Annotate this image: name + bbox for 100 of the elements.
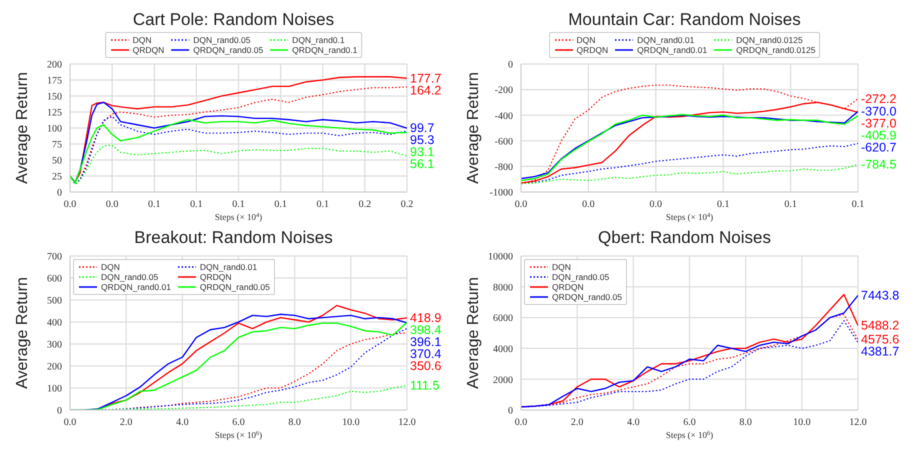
y-tick-label: 100 [47,384,62,395]
x-tick-label: 12.0 [849,417,867,428]
data-label: -784.5 [861,157,896,172]
legend-label: QRDQN_rand0.0125 [736,45,816,55]
y-tick-label: 175 [47,76,62,87]
legend-label: DQN_rand0.05 [101,272,158,282]
chart-title: Cart Pole: Random Noises [132,9,336,31]
data-label: 5488.2 [861,318,900,332]
x-tick-label: 2.0 [120,417,132,428]
data-label: 396.1 [410,334,442,349]
x-axis-title: Steps (× 10$^{6}$) [666,430,714,440]
legend-label: DQN_rand0.01 [637,35,694,45]
legend-label: QRDQN_rand0.01 [101,282,171,292]
y-tick-label: 600 [47,274,62,285]
x-tick-label: 0.0 [64,199,76,210]
data-label: 177.7 [410,71,442,86]
x-tick-label: 0.0 [106,199,118,210]
x-tick-label: 4.0 [176,417,189,428]
x-tick-label: 12.0 [398,417,416,428]
y-tick-label: 200 [47,60,62,71]
y-tick-label: -400 [494,110,513,122]
x-tick-label: 8.0 [288,417,301,428]
y-tick-label: 0 [508,60,513,71]
legend-label: DQN [552,262,571,272]
legend-label: DQN_rand0.01 [200,262,258,272]
data-label: 93.1 [410,145,434,160]
y-tick-label: 75 [52,140,62,151]
legend-label: DQN_rand0.05 [193,35,250,45]
y-tick-label: 150 [47,92,62,103]
y-axis-title: Average Return [464,277,482,389]
legend-label: QRDQN [200,272,232,282]
x-axis-title: Steps (× 10$^{4}$) [214,212,262,222]
x-tick-label: 6.0 [683,417,696,428]
legend-label: QRDQN_rand0.05 [552,292,622,302]
legend-label: DQN_rand0.1 [292,35,345,45]
x-tick-label: 0.2 [400,199,414,210]
y-tick-label: 100 [47,124,62,135]
line-series [521,164,858,184]
legend-label: QRDQN_rand0.01 [637,45,708,55]
y-tick-label: 300 [47,340,62,351]
legend-label: DQN_rand0.05 [552,272,610,282]
y-tick-label: -600 [494,136,513,148]
y-tick-label: 0 [57,406,62,417]
y-tick-label: 6000 [493,313,513,324]
x-tick-label: 0.2 [358,199,372,210]
legend-label: QRDQN [132,45,164,55]
y-tick-label: 0 [57,188,62,199]
data-label: -405.9 [861,128,896,142]
chart-title: Breakout: Random Noises [133,227,334,249]
x-tick-label: 0.0 [582,199,595,210]
legend-label: DQN [132,35,152,45]
x-tick-label: 0.1 [716,199,730,210]
legend-label: QRDQN_rand0.05 [200,282,270,292]
x-tick-label: 2.0 [570,417,584,428]
data-label: 370.4 [410,346,442,361]
y-tick-label: 2000 [493,374,513,386]
data-label: 56.1 [410,157,434,172]
x-tick-label: 0.1 [148,199,160,210]
y-tick-label: -200 [494,85,513,96]
x-tick-label: 0.1 [274,199,287,210]
y-tick-label: 8000 [493,282,513,294]
data-label: 111.5 [410,378,440,392]
legend-label: QRDQN [552,282,584,292]
y-tick-label: 50 [52,156,62,167]
x-tick-label: 0.1 [190,199,203,210]
data-label: 99.7 [410,121,434,136]
y-tick-label: -1000 [490,188,513,199]
chart-title: Qbert: Random Noises [597,227,772,249]
y-tick-label: 10000 [488,252,513,263]
x-tick-label: 0.0 [514,199,528,210]
x-tick-label: 0.1 [232,199,245,210]
x-tick-label: 0.0 [514,417,528,428]
legend-label: QRDQN_rand0.05 [193,45,264,55]
y-tick-label: 700 [47,252,62,263]
y-tick-label: 0 [508,406,513,417]
x-tick-label: 0.1 [852,199,864,210]
chart-title: Mountain Car: Random Noises [567,9,802,31]
legend-label: DQN [576,35,596,45]
x-tick-label: 0.0 [650,199,662,210]
legend-label: QRDQN [576,45,608,55]
y-tick-label: 125 [47,108,62,119]
legend-label: DQN [101,262,120,272]
y-tick-label: 400 [47,318,62,329]
x-tick-label: 10.0 [793,417,811,428]
data-label: -272.2 [861,92,896,106]
data-label: 398.4 [410,322,442,337]
x-tick-label: 8.0 [739,417,752,428]
y-axis-title: Average Return [464,72,482,184]
data-label: 350.6 [410,358,442,373]
legend-label: DQN_rand0.0125 [736,35,803,45]
y-axis-title: Average Return [14,277,30,389]
x-tick-label: 4.0 [627,417,640,428]
x-tick-label: 6.0 [232,417,245,428]
y-axis-title: Average Return [14,72,30,184]
x-tick-label: 10.0 [342,417,360,428]
y-tick-label: 500 [47,296,62,307]
data-label: -377.0 [861,116,896,130]
data-label: 4575.6 [861,332,900,347]
y-tick-label: 200 [47,362,62,373]
data-label: 7443.8 [861,288,900,302]
